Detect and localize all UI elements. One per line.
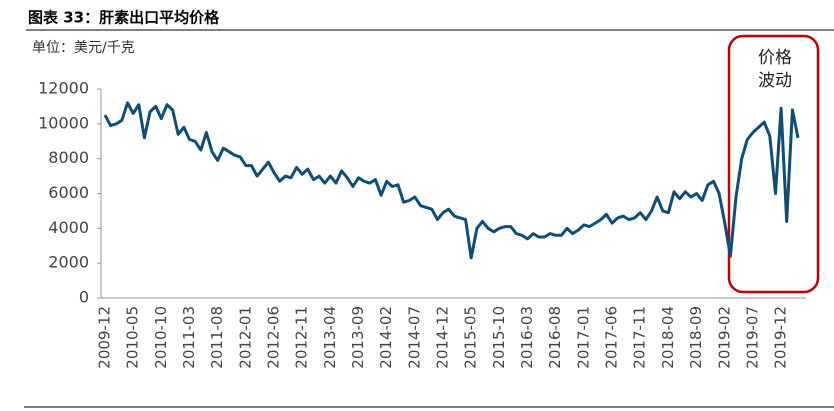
x-tick-label: 2017-01	[574, 306, 592, 369]
y-tick-label: 4000	[48, 218, 89, 237]
x-tick-label: 2015-10	[490, 306, 508, 369]
x-tick-label: 2014-12	[434, 306, 452, 369]
x-tick-label: 2015-05	[462, 306, 480, 369]
y-tick-label: 8000	[48, 148, 89, 167]
x-tick-label: 2011-08	[208, 306, 226, 369]
x-tick-label: 2010-05	[124, 306, 142, 369]
unit-label: 单位：美元/千克	[32, 40, 135, 56]
x-tick-label: 2013-09	[349, 306, 367, 369]
x-tick-label: 2012-06	[265, 306, 283, 369]
annotation: 波动	[758, 71, 792, 91]
x-tick-label: 2013-04	[321, 306, 339, 369]
plot-area: 0 2000 4000 6000 8000 10000 12000 2009-12 2010-0…	[38, 79, 806, 369]
x-tick-label: 2019-07	[743, 306, 761, 369]
price-line	[103, 101, 800, 260]
x-tick-label: 2016-03	[518, 306, 536, 369]
y-tick-label: 2000	[48, 253, 89, 272]
x-tick-label: 2012-01	[236, 306, 254, 369]
x-tick-label: 2016-08	[546, 306, 564, 369]
x-tick-label: 2009-12	[96, 306, 114, 369]
x-tick-label: 2018-04	[659, 306, 677, 369]
y-tick-label: 12000	[38, 79, 89, 98]
x-tick-label: 2017-11	[631, 306, 649, 369]
y-tick-label: 10000	[38, 113, 89, 132]
x-tick-label: 2017-06	[603, 306, 621, 369]
chart-title: 图表 33：肝素出口平均价格	[28, 9, 220, 27]
x-tick-label: 2014-07	[405, 306, 423, 369]
x-tick-label: 2019-02	[715, 306, 733, 369]
x-tick-label: 2011-03	[180, 306, 198, 369]
x-tick-label: 2018-09	[687, 306, 705, 369]
y-tick-label: 6000	[48, 183, 89, 202]
x-tick-label: 2010-10	[152, 306, 170, 369]
highlight-box	[727, 34, 820, 294]
x-tick-label: 2019-12	[772, 306, 790, 369]
y-tick-label: 0	[79, 288, 89, 307]
annotation: 价格	[758, 48, 792, 68]
x-tick-label: 2012-11	[293, 306, 311, 369]
x-tick-label: 2014-02	[377, 306, 395, 369]
